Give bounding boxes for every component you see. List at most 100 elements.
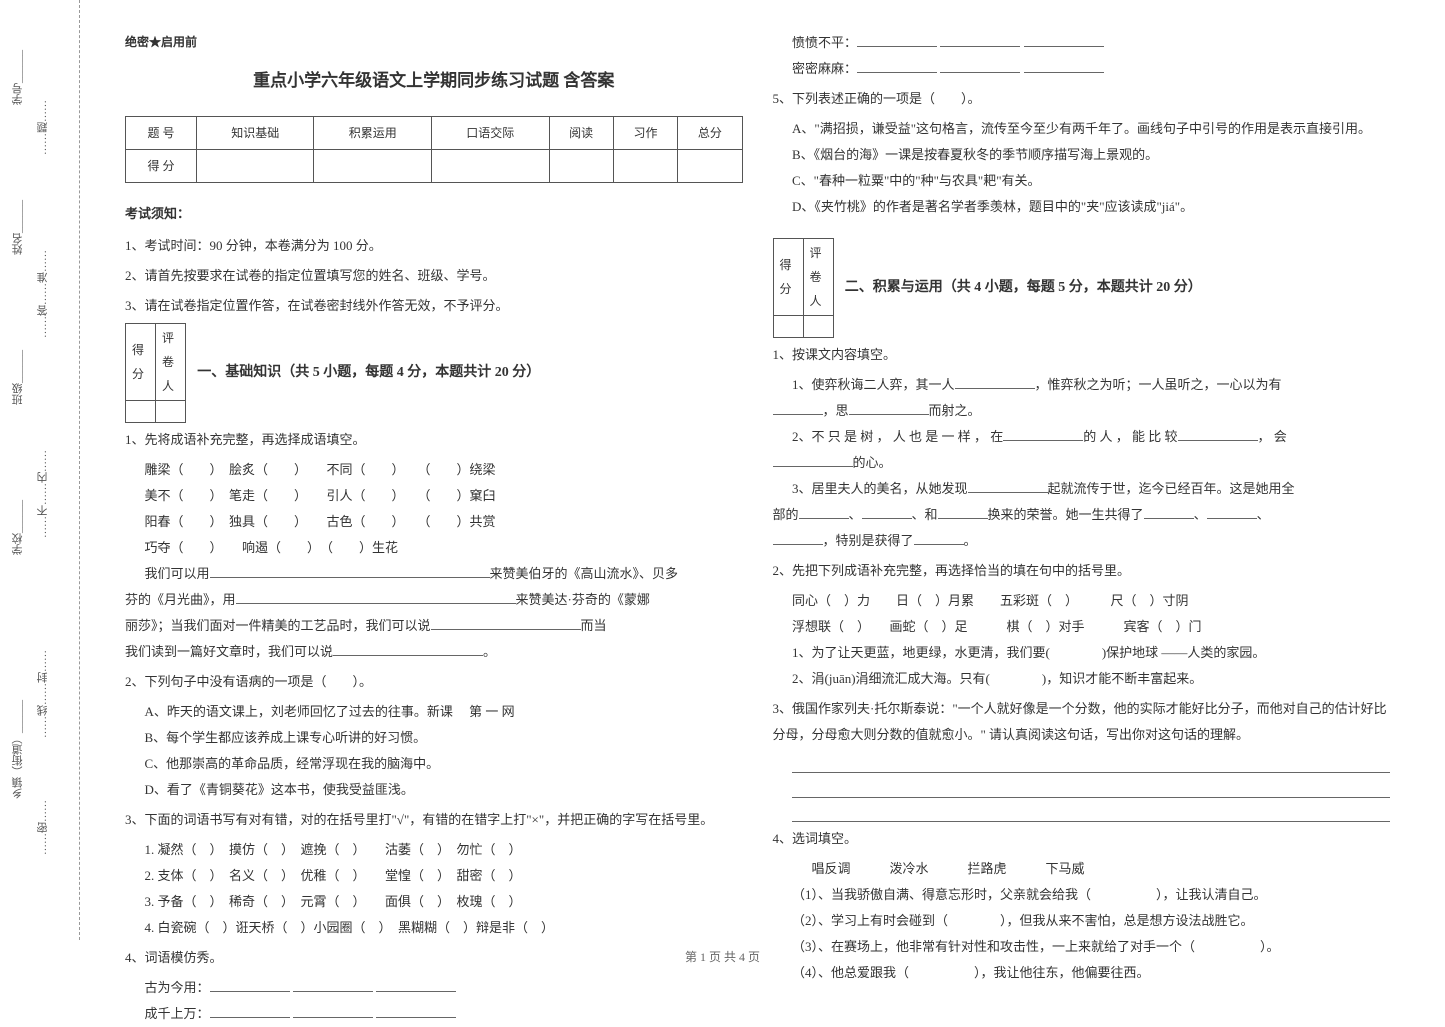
score-header: 题 号 [126, 117, 197, 150]
scorebox-blank [803, 316, 833, 338]
score-table: 题 号 知识基础 积累运用 口语交际 阅读 习作 总分 得 分 [125, 116, 743, 183]
q2-opt: D、看了《青铜葵花》这本书，使我受益匪浅。 [125, 777, 743, 803]
q1-line: 雕梁（ ） 脍炙（ ） 不同（ ） （ ）绕梁 [125, 457, 743, 483]
p2q2-line: 同心（ ）力 日（ ）月累 五彩斑（ ） 尺（ ）寸阴 [773, 588, 1391, 614]
p2q4-sub: （3）、在赛场上，他非常有针对性和攻击性，一上来就给了对手一个（ ）。 [773, 934, 1391, 960]
topfill-line: 愤愤不平： [773, 30, 1391, 56]
binding-label: 乡镇（街道）______ [10, 700, 26, 799]
q5-opt: B、《烟台的海》一课是按春夏秋冬的季节顺序描写海上景观的。 [773, 142, 1391, 168]
score-header: 积累运用 [314, 117, 432, 150]
notice-item: 1、考试时间：90 分钟，本卷满分为 100 分。 [125, 233, 743, 259]
exam-title: 重点小学六年级语文上学期同步练习试题 含答案 [125, 64, 743, 98]
p2q1-sub: 2、不 只 是 树 ， 人 也 是 一 样 ， 在的 人 ， 能 比 较， 会 [773, 424, 1391, 450]
p2q3-stem: 3、俄国作家列夫·托尔斯泰说："一个人就好像是一个分数，他的实际才能好比分子，而… [773, 696, 1391, 748]
notice-item: 2、请首先按要求在试卷的指定位置填写您的姓名、班级、学号。 [125, 263, 743, 289]
binding-seal: ……题…… [35, 100, 51, 155]
score-header: 习作 [613, 117, 677, 150]
notice-item: 3、请在试卷指定位置作答，在试卷密封线外作答无效，不予评分。 [125, 293, 743, 319]
left-column: 绝密★启用前 重点小学六年级语文上学期同步练习试题 含答案 题 号 知识基础 积… [110, 30, 758, 930]
score-cell [432, 150, 550, 183]
answer-rule [792, 777, 1390, 798]
p2q1-sub: 1、使弈秋诲二人弈，其一人，惟弈秋之为听；一人虽听之，一心以为有 [773, 372, 1391, 398]
p2q1-sub: 部的、、和换来的荣誉。她一生共得了、、 [773, 502, 1391, 528]
p2q2-stem: 2、先把下列成语补充完整，再选择恰当的填在句中的括号里。 [773, 558, 1391, 584]
p2q2-line: 浮想联（ ） 画蛇（ ）足 棋（ ）对手 宾客（ ）门 [773, 614, 1391, 640]
binding-seal: ……密…… [35, 800, 51, 855]
binding-label: 学校______ [10, 500, 26, 555]
q1-stem: 1、先将成语补充完整，再选择成语填空。 [125, 427, 743, 453]
score-cell [549, 150, 613, 183]
q3-line: 1. 凝然（ ） 摸仿（ ） 遮挽（ ） 沽萎（ ） 勿忙（ ） [125, 837, 743, 863]
score-cell [678, 150, 742, 183]
q1-fill: 芬的《月光曲》，用来赞美达·芬奇的《蒙娜 [125, 587, 743, 613]
scorebox-label: 得分 [773, 239, 803, 316]
part-scorebox: 得分 评卷人 [773, 238, 834, 338]
scorebox-blank [126, 401, 156, 423]
p2q4-stem: 4、选词填空。 [773, 826, 1391, 852]
binding-strip: 学号______ 姓名______ 班级______ 学校______ 乡镇（街… [0, 0, 80, 940]
right-column: 愤愤不平： 密密麻麻： 5、下列表述正确的一项是（ ）。 A、"满招损，谦受益"… [758, 30, 1406, 930]
content-columns: 绝密★启用前 重点小学六年级语文上学期同步练习试题 含答案 题 号 知识基础 积… [80, 0, 1445, 940]
binding-seal: ……答……准…… [35, 250, 51, 338]
q3-stem: 3、下面的词语书写有对有错，对的在括号里打"√"，有错的在错字上打"×"，并把正… [125, 807, 743, 833]
q3-line: 4. 白瓷碗（ ）诳天桥（ ）小园圈（ ） 黑糊糊（ ）辩是非（ ） [125, 915, 743, 941]
notice-head: 考试须知： [125, 201, 743, 227]
q1-fill: 我们可以用来赞美伯牙的《高山流水》、贝多 [125, 561, 743, 587]
p2q2-sub: 1、为了让天更蓝，地更绿，水更清，我们要( )保护地球 ——人类的家园。 [773, 640, 1391, 666]
answer-rule [792, 802, 1390, 823]
q2-stem: 2、下列句子中没有语病的一项是（ ）。 [125, 669, 743, 695]
score-header: 总分 [678, 117, 742, 150]
q1-line: 美不（ ） 笔走（ ） 引人（ ） （ ）窠臼 [125, 483, 743, 509]
scorebox-label: 评卷人 [156, 324, 186, 401]
binding-label: 班级______ [10, 350, 26, 405]
score-cell [613, 150, 677, 183]
part1-title: 一、基础知识（共 5 小题，每题 4 分，本题共计 20 分） [197, 365, 540, 380]
q5-opt: C、"春种一粒粟"中的"种"与农具"耙"有关。 [773, 168, 1391, 194]
score-header: 阅读 [549, 117, 613, 150]
p2q4-sub: （1）、当我骄傲自满、得意忘形时，父亲就会给我（ ），让我认清自己。 [773, 882, 1391, 908]
score-cell [314, 150, 432, 183]
p2q2-sub: 2、涓(juān)涓细流汇成大海。只有( )，知识才能不断丰富起来。 [773, 666, 1391, 692]
topfill-line: 密密麻麻： [773, 56, 1391, 82]
q1-line: 巧夺（ ） 响遏（ ） （ ）生花 [125, 535, 743, 561]
q4-stem: 4、词语模仿秀。 [125, 945, 743, 971]
q4-line: 古为今用： [125, 975, 743, 1001]
answer-rule [792, 752, 1390, 773]
q1-fill: 丽莎》；当我们面对一件精美的工艺品时，我们可以说而当 [125, 613, 743, 639]
q4-line: 成千上万： [125, 1001, 743, 1027]
q5-opt: D、《夹竹桃》的作者是著名学者季羡林，题目中的"夹"应该读成"jiá"。 [773, 194, 1391, 220]
scorebox-blank [773, 316, 803, 338]
p2q1-sub: 的心。 [773, 450, 1391, 476]
p2q4-sub: （2）、学习上有时会碰到（ ），但我从来不害怕，总是想方设法战胜它。 [773, 908, 1391, 934]
scorebox-label: 得分 [126, 324, 156, 401]
q5-stem: 5、下列表述正确的一项是（ ）。 [773, 86, 1391, 112]
score-header: 口语交际 [432, 117, 550, 150]
part-scorebox: 得分 评卷人 [125, 323, 186, 423]
q1-line: 阳春（ ） 独具（ ） 古色（ ） （ ）共赏 [125, 509, 743, 535]
q3-line: 3. 予备（ ） 稀奇（ ） 元霄（ ） 面俱（ ） 枚瑰（ ） [125, 889, 743, 915]
p2q1-stem: 1、按课文内容填空。 [773, 342, 1391, 368]
binding-label: 学号______ [10, 50, 26, 105]
score-header: 知识基础 [196, 117, 314, 150]
binding-label: 姓名______ [10, 200, 26, 255]
q3-line: 2. 支体（ ） 名义（ ） 优稚（ ） 堂惶（ ） 甜密（ ） [125, 863, 743, 889]
p2q1-sub: ，特别是获得了。 [773, 528, 1391, 554]
q2-opt: C、他那崇高的革命品质，经常浮现在我的脑海中。 [125, 751, 743, 777]
q5-opt: A、"满招损，谦受益"这句格言，流传至今至少有两千年了。画线句子中引号的作用是表… [773, 116, 1391, 142]
p2q4-words: 唱反调 泼冷水 拦路虎 下马威 [773, 856, 1391, 882]
p2q4-sub: （4）、他总爱跟我（ ），我让他往东，他偏要往西。 [773, 960, 1391, 986]
part2-title: 二、积累与运用（共 4 小题，每题 5 分，本题共计 20 分） [845, 280, 1202, 295]
p2q1-sub: 3、居里夫人的美名，从她发现起就流传于世，迄今已经百年。这是她用全 [773, 476, 1391, 502]
binding-seal: ……线……封…… [35, 650, 51, 738]
scorebox-blank [156, 401, 186, 423]
scorebox-label: 评卷人 [803, 239, 833, 316]
binding-seal: ……不……内…… [35, 450, 51, 538]
p2q1-sub: ，思而射之。 [773, 398, 1391, 424]
secret-label: 绝密★启用前 [125, 30, 743, 54]
score-row-label: 得 分 [126, 150, 197, 183]
q1-fill: 我们读到一篇好文章时，我们可以说。 [125, 639, 743, 665]
score-cell [196, 150, 314, 183]
page: 学号______ 姓名______ 班级______ 学校______ 乡镇（街… [0, 0, 1445, 940]
q2-opt: B、每个学生都应该养成上课专心听讲的好习惯。 [125, 725, 743, 751]
q2-opt: A、昨天的语文课上，刘老师回忆了过去的往事。新课 第 一 网 [125, 699, 743, 725]
